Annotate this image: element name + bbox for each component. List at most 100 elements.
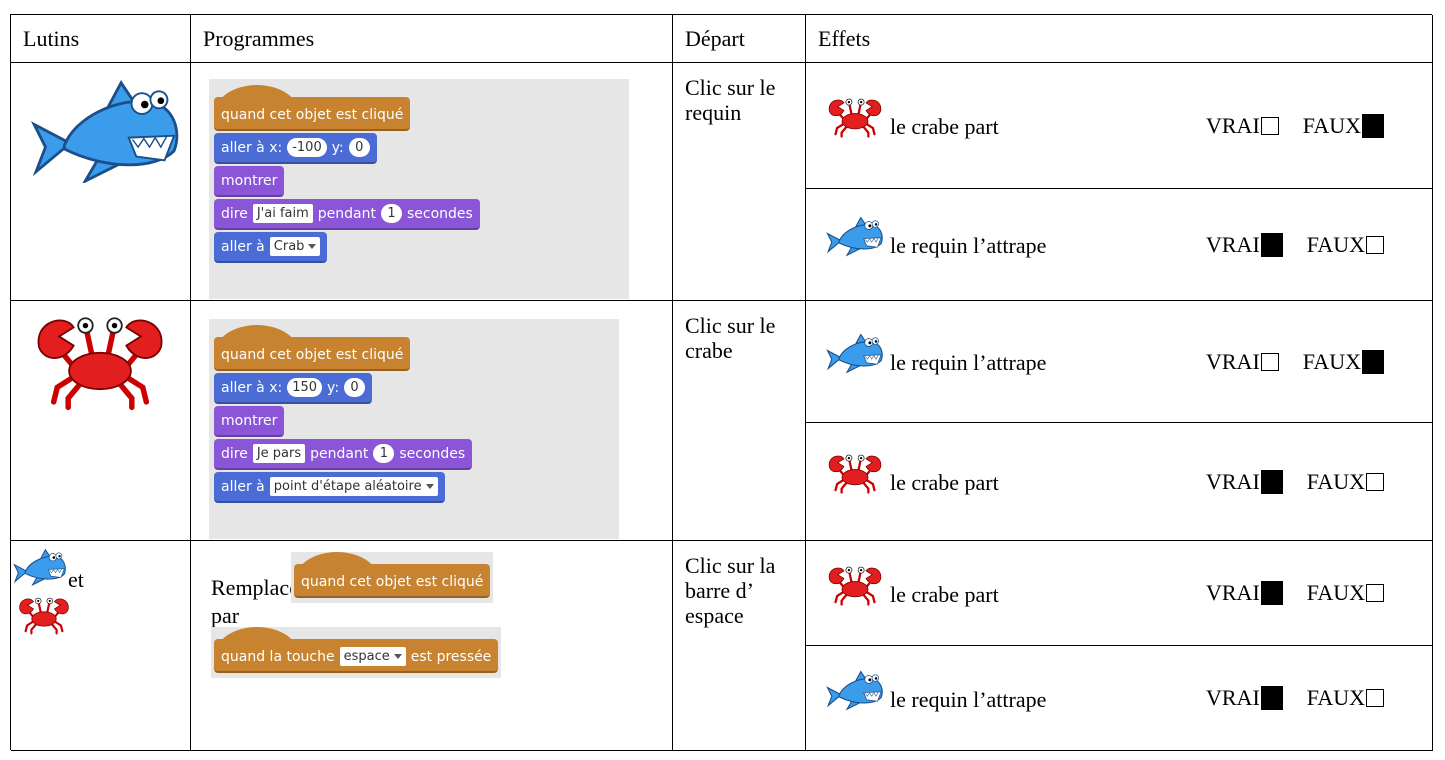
stack-block: aller à point d'étape aléatoire: [214, 472, 445, 503]
block-text: aller à: [221, 478, 265, 495]
checkbox-checked: [1260, 581, 1283, 605]
block-text: aller à: [221, 238, 265, 255]
block-text: montrer: [221, 172, 278, 189]
effect-text: le crabe part: [890, 470, 999, 495]
hat-block: quand cet objet est cliqué: [294, 552, 491, 598]
checkbox-empty: [1366, 689, 1385, 707]
sprites-cell: et: [11, 541, 191, 751]
start-cell: Clic sur la barre d’ espace: [673, 541, 806, 751]
effects-cell: le crabe part VRAI FAUX le requin l’attrape…: [806, 541, 1433, 751]
effect-text: le requin l’attrape: [890, 350, 1047, 375]
start-text: Clic sur la barre d’ espace: [685, 553, 776, 628]
effect-row: le requin l’attrape VRAI FAUX: [806, 646, 1432, 751]
option-label: FAUX: [1306, 580, 1366, 605]
header-text: Programmes: [203, 26, 315, 51]
shark-icon: [826, 332, 884, 374]
block-input: 1: [380, 204, 402, 223]
block-text: aller à x:: [221, 139, 283, 156]
stack-block: aller à Crab: [214, 232, 328, 263]
effect-options: VRAI FAUX: [1206, 468, 1385, 495]
checkbox-checked: [1260, 469, 1283, 494]
option-label: VRAI: [1206, 685, 1260, 710]
header-text: Lutins: [23, 26, 80, 51]
checkbox-checked: [1362, 113, 1385, 138]
block-input: 0: [344, 378, 366, 397]
crab-icon: [17, 591, 71, 639]
header-text: Effets: [818, 26, 871, 51]
checkbox-checked: [1362, 349, 1385, 374]
checkbox-empty: [1366, 472, 1385, 491]
stack-block: aller à x: 150 y: 0: [214, 373, 373, 404]
block-input: Crab: [269, 237, 321, 256]
effect-row: le crabe part VRAI FAUX: [806, 541, 1432, 646]
block-input: point d'étape aléatoire: [269, 477, 438, 496]
block-input: 1: [373, 444, 395, 463]
effect-text: le crabe part: [890, 114, 999, 139]
crab-icon: [826, 452, 884, 494]
block-text: aller à x:: [221, 379, 283, 396]
stack-block: montrer: [214, 166, 285, 197]
shark-icon: [26, 79, 186, 185]
header-cell: Départ: [673, 15, 806, 63]
option-label: VRAI: [1206, 468, 1260, 494]
block-text: pendant: [310, 445, 369, 462]
block-text: secondes: [399, 445, 466, 462]
stack-block: montrer: [214, 406, 285, 437]
effect-text: le crabe part: [890, 581, 999, 607]
start-cell: Clic sur le requin: [673, 63, 806, 301]
block-input: 0: [348, 138, 370, 157]
effect-options: VRAI FAUX: [1206, 685, 1385, 711]
block-input: J'ai faim: [252, 204, 313, 223]
option-label: VRAI: [1206, 112, 1260, 138]
effect-row: le requin l’attrape VRAI FAUX: [806, 301, 1432, 423]
checkbox-empty: [1260, 352, 1279, 371]
block-text: est pressée: [410, 648, 492, 665]
block-input: Je pars: [252, 444, 306, 463]
shark-icon: [13, 547, 67, 587]
effect-row: le crabe part VRAI FAUX: [806, 423, 1432, 541]
dropdown-arrow: [393, 654, 402, 659]
crab-icon: [29, 311, 171, 411]
block-input: 150: [287, 378, 323, 397]
effect-text: le requin l’attrape: [890, 233, 1047, 258]
program-cell: Remplace quand cet objet est cliqué par qua…: [191, 541, 673, 751]
block-text: dire: [221, 445, 248, 462]
hat-block: quand la touche espace est pressée: [214, 627, 499, 673]
header-cell: Lutins: [11, 15, 191, 63]
block-text: pendant: [317, 205, 376, 222]
option-label: VRAI: [1206, 231, 1260, 257]
option-label: FAUX: [1306, 685, 1366, 710]
option-label: VRAI: [1206, 580, 1260, 605]
table: Lutins Programmes Départ Effets quand cet ob…: [10, 14, 1433, 751]
option-label: FAUX: [1306, 231, 1366, 257]
script-panel: quand cet objet est cliqué aller à x: 150 y…: [209, 319, 619, 539]
option-label: FAUX: [1302, 348, 1362, 374]
crab-icon: [826, 564, 884, 606]
option-label: VRAI: [1206, 348, 1260, 374]
checkbox-empty: [1366, 584, 1385, 602]
start-text: Clic sur le crabe: [685, 313, 776, 363]
block-text: y:: [331, 139, 344, 156]
start-cell: Clic sur le crabe: [673, 301, 806, 541]
effect-options: VRAI FAUX: [1206, 231, 1385, 258]
effect-options: VRAI FAUX: [1206, 348, 1385, 375]
checkbox-empty: [1260, 116, 1279, 135]
shark-icon: [826, 669, 884, 711]
checkbox-checked: [1260, 232, 1283, 257]
block-text: montrer: [221, 412, 278, 429]
hat-block: quand cet objet est cliqué: [214, 85, 411, 131]
checkbox-empty: [1366, 235, 1385, 254]
checkbox-checked: [1260, 686, 1283, 710]
program-cell: quand cet objet est cliqué aller à x: 150 y…: [191, 301, 673, 541]
script-panel: quand cet objet est cliqué aller à x: -100…: [209, 79, 629, 299]
block-text: quand cet objet est cliqué: [221, 346, 404, 363]
dropdown-arrow: [425, 484, 434, 489]
script-panel: quand cet objet est cliqué: [291, 552, 494, 603]
shark-icon: [826, 215, 884, 257]
stack-block: dire J'ai faim pendant 1 secondes: [214, 199, 480, 230]
program-text: par: [211, 603, 240, 628]
sprites-cell: [11, 301, 191, 541]
block-text: quand cet objet est cliqué: [221, 106, 404, 123]
block-text: quand la touche: [221, 648, 335, 665]
